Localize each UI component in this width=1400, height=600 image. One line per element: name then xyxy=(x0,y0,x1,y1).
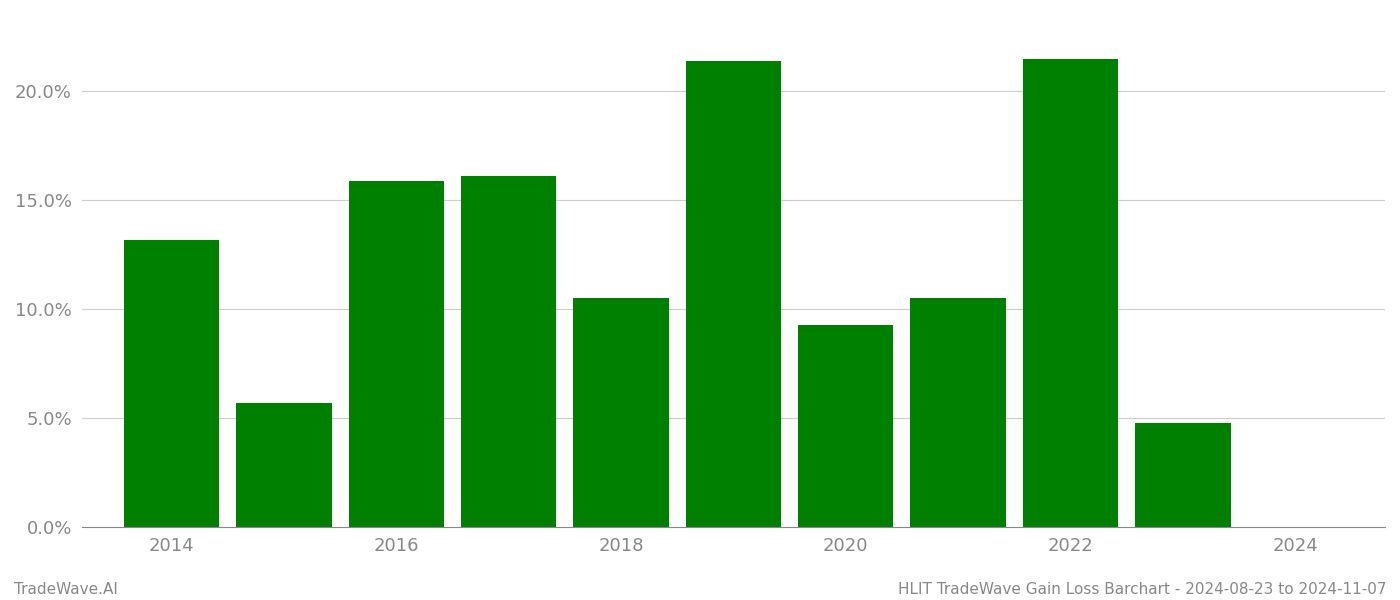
Bar xyxy=(237,403,332,527)
Bar xyxy=(349,181,444,527)
Text: TradeWave.AI: TradeWave.AI xyxy=(14,582,118,597)
Text: HLIT TradeWave Gain Loss Barchart - 2024-08-23 to 2024-11-07: HLIT TradeWave Gain Loss Barchart - 2024… xyxy=(897,582,1386,597)
Bar xyxy=(798,325,893,527)
Bar xyxy=(1022,59,1119,527)
Bar xyxy=(1135,422,1231,527)
Bar xyxy=(686,61,781,527)
Bar xyxy=(123,239,220,527)
Bar xyxy=(573,298,669,527)
Bar xyxy=(910,298,1005,527)
Bar xyxy=(461,176,556,527)
